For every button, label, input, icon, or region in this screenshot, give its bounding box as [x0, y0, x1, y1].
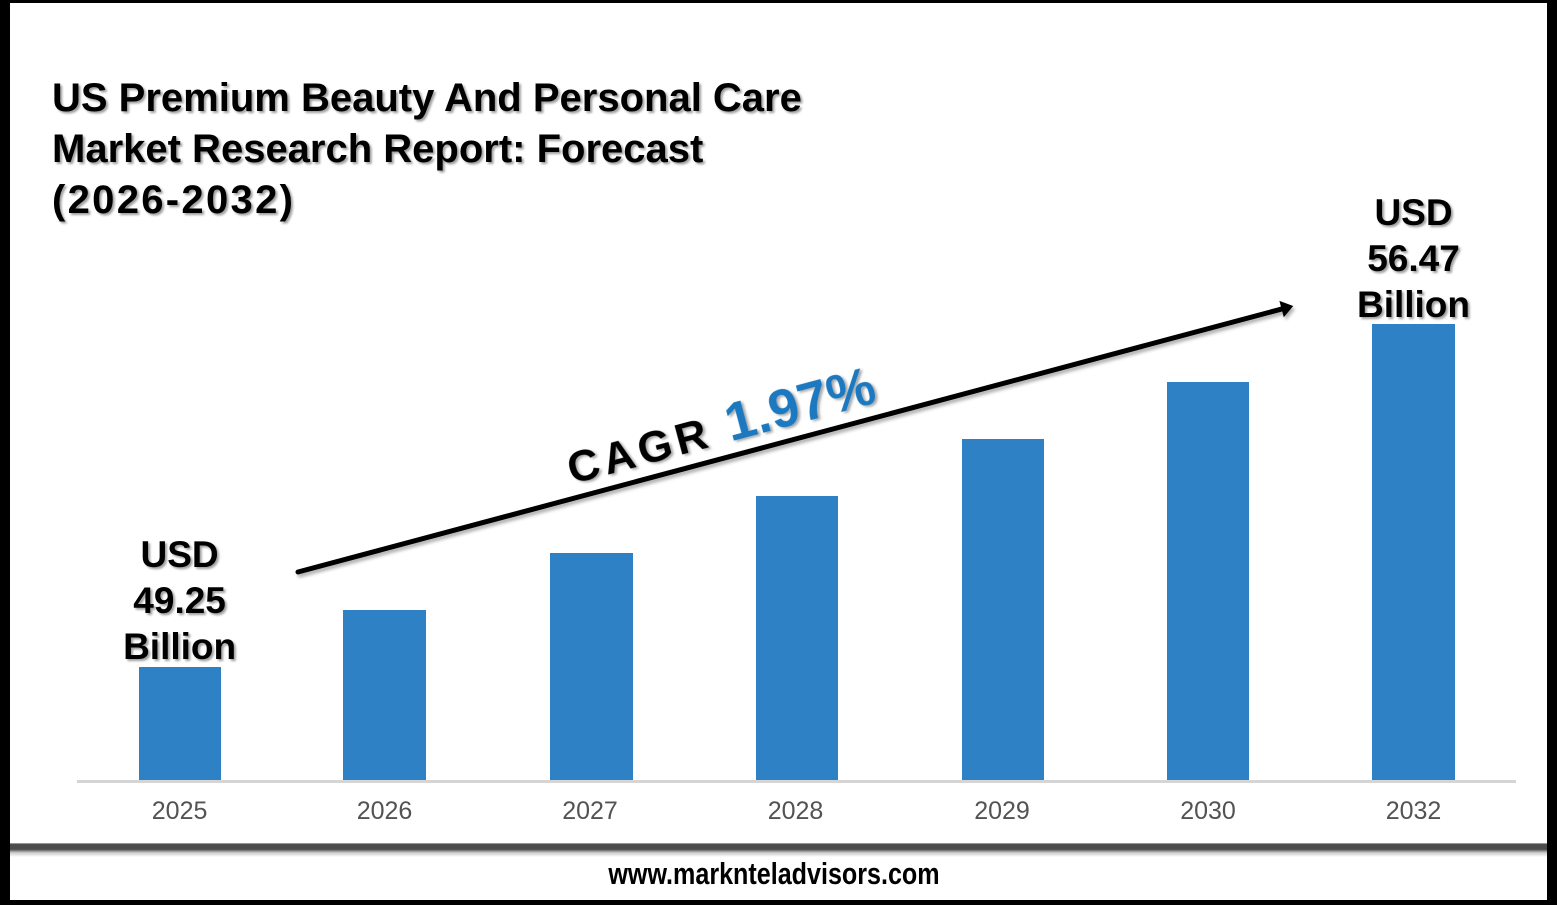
- svg-text:CAGR 1.97%: CAGR 1.97%: [560, 355, 882, 495]
